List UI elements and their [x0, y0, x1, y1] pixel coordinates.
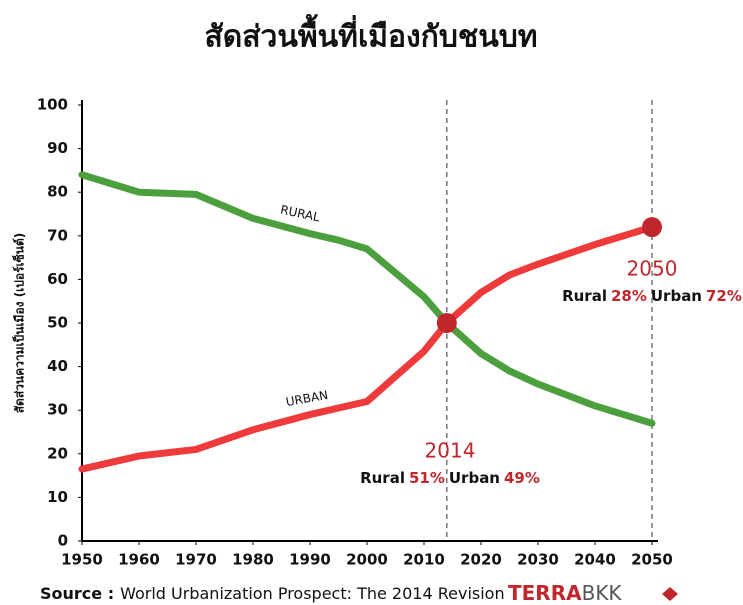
x-tick-label: 1980	[232, 551, 274, 569]
line-series	[78, 171, 656, 427]
annotation-year: 2014	[425, 439, 476, 463]
y-tick-label: 20	[47, 444, 68, 462]
annotation-text: Rural 51% Urban 49%	[360, 469, 540, 487]
chart-title: สัดส่วนพื้นที่เมืองกับชนบท	[204, 14, 537, 55]
source-text: World Urbanization Prospect: The 2014 Re…	[120, 584, 505, 603]
marker	[436, 313, 457, 333]
y-tick-label: 60	[47, 270, 68, 288]
logo-icon	[662, 587, 678, 601]
series-label: URBAN	[285, 388, 329, 409]
y-tick-label: 10	[47, 488, 68, 506]
source-label: Source :	[40, 584, 114, 603]
y-tick-label: 90	[47, 139, 68, 157]
y-tick-label: 50	[47, 314, 68, 332]
x-tick-label: 2050	[631, 551, 673, 569]
line-series	[78, 223, 656, 473]
logo-part: BKK	[582, 581, 623, 605]
annotation-rural: 28%	[611, 287, 647, 305]
y-tick-label: 80	[47, 183, 68, 201]
x-tick-label: 1950	[61, 551, 103, 569]
y-tick-label: 100	[37, 96, 68, 114]
x-tick-label: 1970	[175, 551, 217, 569]
logo-part: TERRA	[508, 581, 582, 605]
series-label: RURAL	[279, 203, 321, 225]
logo: TERRABKK	[508, 581, 622, 605]
annotation-rural-label: Rural	[360, 469, 405, 487]
x-tick-label: 2020	[460, 551, 502, 569]
marker	[642, 217, 662, 238]
annotation-urban-label: Urban	[651, 287, 702, 305]
x-tick-label: 2040	[574, 551, 616, 569]
annotation-urban: 72%	[706, 287, 742, 305]
annotation-urban: 49%	[504, 469, 540, 487]
y-axis-label: สัดส่วนความเป็นเมือง (เปอร์เซ็นต์)	[12, 233, 27, 414]
y-tick-label: 30	[47, 401, 68, 419]
y-tick-label: 40	[47, 357, 68, 375]
y-tick-label: 0	[58, 532, 68, 550]
x-tick-label: 1990	[289, 551, 331, 569]
x-tick-label: 2030	[517, 551, 559, 569]
x-tick-label: 2000	[346, 551, 388, 569]
annotation-rural-label: Rural	[562, 287, 607, 305]
x-tick-label: 1960	[118, 551, 160, 569]
source: Source : World Urbanization Prospect: The…	[40, 584, 505, 603]
annotation-urban-label: Urban	[449, 469, 500, 487]
y-tick-label: 70	[47, 226, 68, 244]
annotation-year: 2050	[627, 257, 678, 281]
annotation-text: Rural 28% Urban 72%	[562, 287, 742, 305]
annotation-rural: 51%	[409, 469, 445, 487]
x-tick-label: 2010	[403, 551, 445, 569]
